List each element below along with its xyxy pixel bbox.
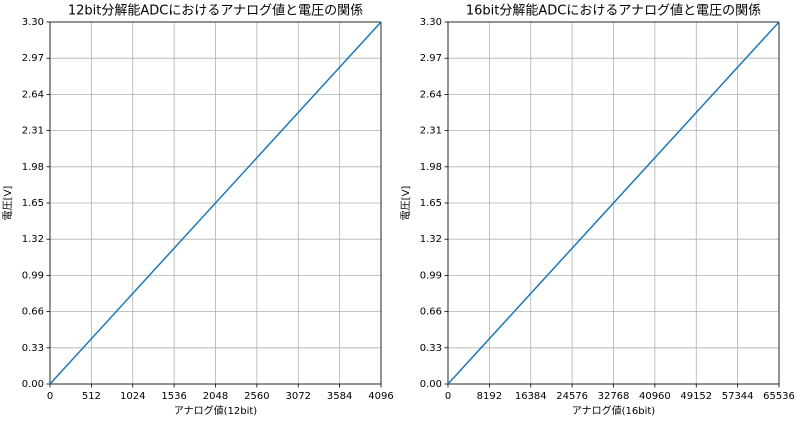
y-tick-label: 1.65 bbox=[22, 198, 44, 209]
y-tick-label: 1.32 bbox=[420, 234, 442, 245]
x-tick-label: 0 bbox=[47, 391, 53, 402]
y-axis-label: 電圧[V] bbox=[400, 186, 412, 221]
x-tick-label: 16384 bbox=[515, 391, 547, 402]
y-tick-label: 1.65 bbox=[420, 198, 442, 209]
x-tick-label: 2048 bbox=[203, 391, 228, 402]
y-tick-label: 3.30 bbox=[22, 17, 44, 28]
y-tick-label: 0.66 bbox=[22, 307, 44, 318]
data-line bbox=[49, 21, 382, 385]
x-axis-label: アナログ値(12bit) bbox=[174, 404, 257, 417]
y-tick-label: 2.31 bbox=[22, 126, 44, 137]
x-tick-label: 3584 bbox=[327, 391, 352, 402]
x-tick-label: 0 bbox=[445, 391, 451, 402]
y-tick-label: 0.33 bbox=[420, 343, 442, 354]
y-tick-label: 0.99 bbox=[420, 270, 442, 281]
y-tick-label: 2.97 bbox=[22, 53, 44, 64]
x-tick-label: 1536 bbox=[161, 391, 186, 402]
y-tick-label: 0.66 bbox=[420, 307, 442, 318]
x-tick-label: 32768 bbox=[598, 391, 630, 402]
x-tick-label: 1024 bbox=[120, 391, 145, 402]
y-tick-label: 2.64 bbox=[22, 89, 44, 100]
x-tick-label: 57344 bbox=[722, 391, 754, 402]
x-tick-label: 2560 bbox=[244, 391, 269, 402]
y-tick-label: 0.00 bbox=[420, 379, 442, 390]
y-tick-label: 3.30 bbox=[420, 17, 442, 28]
y-axis-label: 電圧[V] bbox=[2, 186, 14, 221]
x-tick-label: 65536 bbox=[763, 391, 795, 402]
y-tick-label: 1.32 bbox=[22, 234, 44, 245]
y-tick-label: 0.33 bbox=[22, 343, 44, 354]
y-tick-label: 2.64 bbox=[420, 89, 442, 100]
x-axis-label: アナログ値(16bit) bbox=[572, 404, 655, 417]
x-tick-label: 40960 bbox=[639, 391, 671, 402]
chart-title: 12bit分解能ADCにおけるアナログ値と電圧の関係 bbox=[68, 3, 363, 19]
x-tick-label: 24576 bbox=[556, 391, 588, 402]
y-tick-label: 0.00 bbox=[22, 379, 44, 390]
plot-frame bbox=[49, 21, 382, 385]
y-tick-label: 2.31 bbox=[420, 126, 442, 137]
x-tick-label: 49152 bbox=[680, 391, 712, 402]
y-tick-label: 1.98 bbox=[22, 162, 44, 173]
y-tick-label: 1.98 bbox=[420, 162, 442, 173]
x-tick-label: 8192 bbox=[477, 391, 502, 402]
x-tick-label: 512 bbox=[82, 391, 101, 402]
chart-title: 16bit分解能ADCにおけるアナログ値と電圧の関係 bbox=[466, 3, 761, 19]
y-tick-label: 2.97 bbox=[420, 53, 442, 64]
data-line bbox=[447, 21, 780, 385]
x-tick-label: 4096 bbox=[368, 391, 393, 402]
x-tick-label: 3072 bbox=[286, 391, 311, 402]
y-tick-label: 0.99 bbox=[22, 270, 44, 281]
plot-frame bbox=[447, 21, 780, 385]
